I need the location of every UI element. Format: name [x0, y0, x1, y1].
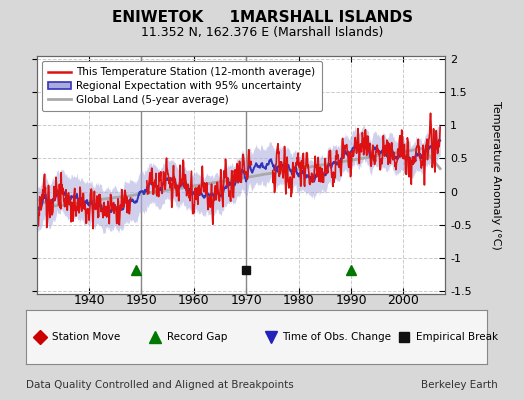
Text: Data Quality Controlled and Aligned at Breakpoints: Data Quality Controlled and Aligned at B… — [26, 380, 294, 390]
Legend: This Temperature Station (12-month average), Regional Expectation with 95% uncer: This Temperature Station (12-month avera… — [42, 61, 322, 111]
Text: 1980: 1980 — [283, 294, 314, 306]
Text: ENIWETOK     1MARSHALL ISLANDS: ENIWETOK 1MARSHALL ISLANDS — [112, 10, 412, 25]
Text: Record Gap: Record Gap — [167, 332, 227, 342]
Text: 1960: 1960 — [178, 294, 210, 306]
Y-axis label: Temperature Anomaly (°C): Temperature Anomaly (°C) — [492, 101, 501, 249]
Text: Berkeley Earth: Berkeley Earth — [421, 380, 498, 390]
Text: Station Move: Station Move — [51, 332, 120, 342]
Text: Empirical Break: Empirical Break — [416, 332, 498, 342]
Text: 1940: 1940 — [73, 294, 105, 306]
Text: 1990: 1990 — [335, 294, 367, 306]
Text: 1970: 1970 — [231, 294, 262, 306]
Text: 1950: 1950 — [126, 294, 157, 306]
Text: 2000: 2000 — [388, 294, 419, 306]
Text: Time of Obs. Change: Time of Obs. Change — [282, 332, 391, 342]
Text: 11.352 N, 162.376 E (Marshall Islands): 11.352 N, 162.376 E (Marshall Islands) — [141, 26, 383, 39]
